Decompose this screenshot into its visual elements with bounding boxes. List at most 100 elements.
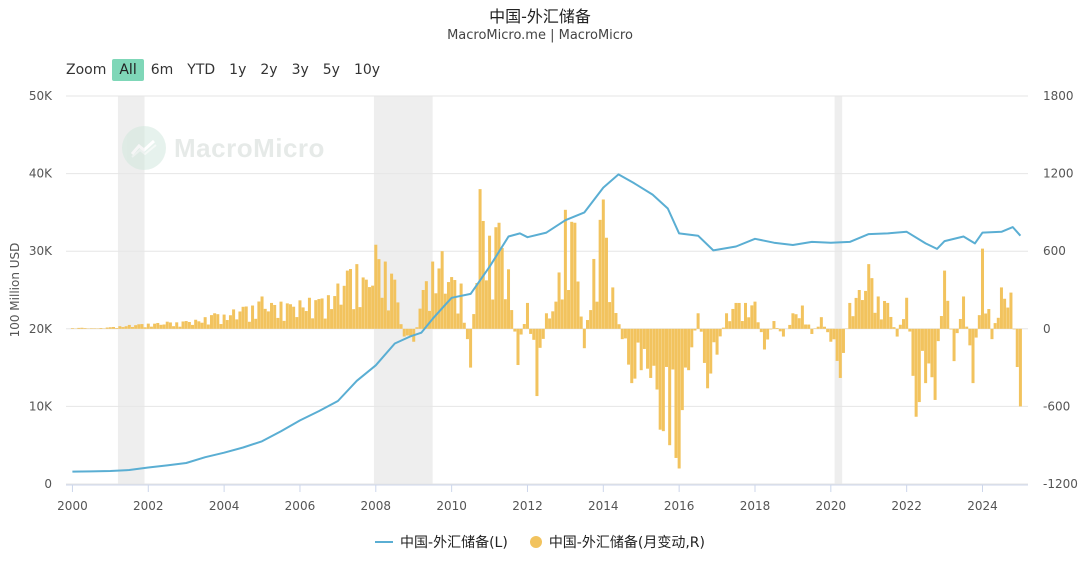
bar-mark (927, 328, 931, 364)
bar-mark (213, 313, 217, 329)
bar-mark (301, 307, 305, 329)
bar-mark (1018, 328, 1022, 407)
bar-mark (674, 328, 678, 458)
bar-mark (115, 328, 119, 329)
bar-mark (848, 302, 852, 329)
bar-mark (781, 328, 785, 337)
bar-mark (80, 327, 84, 329)
bar-mark (870, 278, 874, 329)
bar-mark (778, 328, 782, 332)
bar-mark (936, 328, 940, 342)
chart-svg[interactable]: 0 10K 20K 30K 40K 50K -1200 -600 0 600 1200 1800 100… (0, 85, 1080, 525)
bar-mark (718, 328, 722, 337)
bar-mark (544, 313, 548, 329)
bar-mark (1006, 307, 1010, 329)
bar-mark (342, 285, 346, 329)
bar-mark (627, 328, 631, 365)
bar-mark (203, 317, 207, 329)
bar-mark (977, 315, 981, 329)
bar-mark (465, 328, 469, 340)
zoom-ytd-button[interactable]: YTD (187, 62, 216, 78)
bar-mark (172, 326, 176, 329)
bar-mark (507, 269, 511, 329)
bar-mark (652, 328, 656, 366)
bar-mark (908, 328, 912, 332)
bar-mark (235, 319, 239, 329)
bar-mark (298, 300, 302, 329)
bar-mark (655, 328, 659, 390)
bar-mark (876, 296, 880, 329)
bar-mark (279, 301, 283, 329)
bar-mark (721, 327, 725, 329)
bar-mark (241, 306, 245, 329)
zoom-3y-button[interactable]: 3y (291, 62, 309, 78)
bar-mark (437, 268, 441, 329)
bar-mark (108, 327, 112, 329)
zoom-5y-button[interactable]: 5y (322, 62, 340, 78)
bar-mark (586, 320, 590, 329)
bar-mark (371, 285, 375, 329)
bar-mark (756, 322, 760, 329)
legend-item-line[interactable]: 中国-外汇储备(L) (375, 532, 508, 552)
legend-line-label: 中国-外汇储备(L) (400, 535, 508, 551)
bar-mark (968, 328, 972, 346)
legend-item-bar[interactable]: 中国-外汇储备(月变动,R) (529, 532, 705, 552)
bar-mark (709, 328, 713, 374)
bar-mark (661, 328, 665, 432)
bar-mark (557, 272, 561, 329)
x-tick-label: 2002 (133, 499, 164, 513)
bar-mark (636, 328, 640, 343)
bar-mark (317, 299, 321, 329)
bar-mark (532, 328, 536, 340)
bar-mark (769, 328, 773, 330)
bar-mark (137, 324, 141, 329)
x-tick-label: 2006 (285, 499, 316, 513)
bar-mark (646, 328, 650, 369)
x-tick-label: 2020 (816, 499, 847, 513)
bar-mark (311, 318, 315, 329)
y-left-tick-label: 0 (44, 477, 52, 491)
zoom-2y-button[interactable]: 2y (260, 62, 278, 78)
bar-mark (149, 326, 153, 329)
chart-area[interactable]: 0 10K 20K 30K 40K 50K -1200 -600 0 600 1200 1800 100… (0, 85, 1080, 525)
bar-mark (690, 328, 694, 348)
bar-mark (826, 328, 830, 333)
bar-mark (901, 319, 905, 329)
bar-mark (965, 326, 969, 329)
bar-mark (118, 326, 122, 329)
bar-mark (535, 328, 539, 397)
watermark: MacroMicro (122, 126, 325, 170)
bar-mark (766, 328, 770, 340)
bar-mark (377, 259, 381, 329)
bar-mark (759, 328, 763, 333)
bar-mark (307, 297, 311, 329)
bar-mark (984, 313, 988, 329)
bar-mark (276, 317, 280, 329)
bar-mark (702, 328, 706, 363)
bar-mark (573, 222, 577, 329)
bar-mark (184, 321, 188, 329)
bar-mark (788, 324, 792, 329)
bar-mark (737, 302, 741, 329)
bar-mark (367, 287, 371, 329)
bar-mark (750, 305, 754, 329)
bar-mark (807, 324, 811, 329)
zoom-6m-button[interactable]: 6m (150, 62, 174, 78)
bar-mark (191, 324, 195, 329)
x-tick-label: 2010 (436, 499, 467, 513)
zoom-10y-button[interactable]: 10y (353, 62, 381, 78)
bar-mark (860, 300, 864, 329)
bar-mark (762, 328, 766, 350)
bar-mark (819, 317, 823, 329)
bar-mark (996, 317, 1000, 329)
bar-mark (257, 301, 261, 329)
bar-mark (873, 312, 877, 329)
bar-mark (911, 328, 915, 376)
bar-mark (990, 328, 994, 340)
zoom-1y-button[interactable]: 1y (229, 62, 247, 78)
bar-mark (219, 324, 223, 329)
bar-mark (209, 315, 213, 329)
zoom-all-button[interactable]: All (112, 59, 144, 81)
bar-mark (146, 323, 150, 329)
bar-mark (706, 328, 710, 389)
